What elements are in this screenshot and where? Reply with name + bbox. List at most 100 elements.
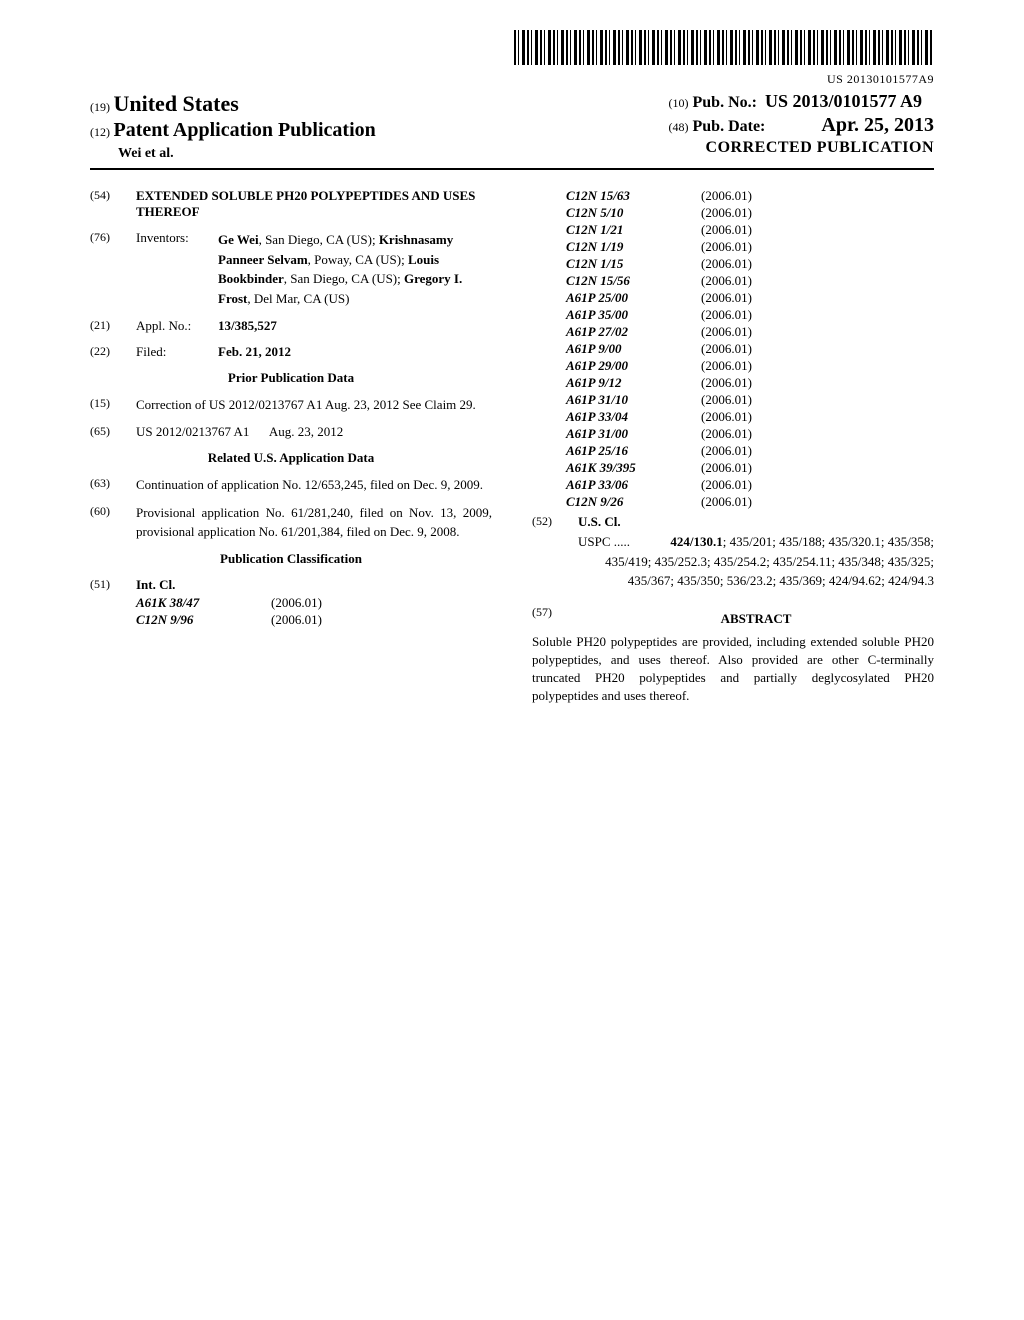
ipc-code: C12N 15/63 [566, 188, 661, 204]
inid-48: (48) [669, 120, 689, 134]
prior-pub-num: US 2012/0213767 A1 [136, 424, 249, 439]
ipc-row: C12N 1/15 (2006.01) [566, 256, 934, 272]
ipc-code: C12N 5/10 [566, 205, 661, 221]
ipc-row: C12N 1/19(2006.01) [566, 239, 934, 255]
ipc-code: A61P 25/16 [566, 443, 661, 459]
related-app-header: Related U.S. Application Data [90, 450, 492, 466]
ipc-year: (2006.01) [271, 612, 322, 628]
inid-21: (21) [90, 318, 122, 334]
ipc-year: (2006.01) [701, 188, 752, 204]
uspc-values: USPC 424/130.1; 435/201; 435/188; 435/32… [578, 532, 934, 591]
inid-12: (12) [90, 125, 110, 139]
ipc-code: A61P 35/00 [566, 307, 661, 323]
ipc-left-list: A61K 38/47 (2006.01)C12N 9/96(2006.01) [136, 595, 492, 628]
ipc-row: A61P 27/02 (2006.01) [566, 324, 934, 340]
ipc-code: C12N 1/19 [566, 239, 661, 255]
uspc-label: USPC [578, 532, 630, 552]
inid-63: (63) [90, 476, 122, 494]
filed-value: Feb. 21, 2012 [218, 344, 291, 360]
ipc-year: (2006.01) [701, 409, 752, 425]
right-column: C12N 15/63(2006.01)C12N 5/10(2006.01)C12… [532, 188, 934, 705]
abstract-header: ABSTRACT [578, 611, 934, 627]
ipc-row: C12N 5/10 (2006.01) [566, 205, 934, 221]
ipc-row: A61P 31/00 (2006.01) [566, 426, 934, 442]
pub-no-value: US 2013/0101577 A9 [765, 91, 922, 111]
ipc-code: C12N 1/21 [566, 222, 661, 238]
ipc-code: A61P 29/00 [566, 358, 661, 374]
filed-label: Filed: [136, 344, 204, 360]
barcode-section: US 20130101577A9 [90, 30, 934, 87]
ipc-year: (2006.01) [701, 375, 752, 391]
ipc-row: C12N 9/26 (2006.01) [566, 494, 934, 510]
ipc-code: A61P 27/02 [566, 324, 661, 340]
ipc-row: A61K 39/395(2006.01) [566, 460, 934, 476]
content-columns: (54) EXTENDED SOLUBLE PH20 POLYPEPTIDES … [90, 188, 934, 705]
inid-22: (22) [90, 344, 122, 360]
us-cl-label: U.S. Cl. [578, 514, 621, 530]
pub-date-value: Apr. 25, 2013 [821, 114, 934, 136]
ipc-year: (2006.01) [701, 205, 752, 221]
barcode-number: US 20130101577A9 [90, 72, 934, 87]
patent-header: (19) United States (12) Patent Applicati… [90, 91, 934, 170]
ipc-row: A61P 25/16 (2006.01) [566, 443, 934, 459]
ipc-row: A61P 33/04 (2006.01) [566, 409, 934, 425]
ipc-row: C12N 15/56(2006.01) [566, 273, 934, 289]
inid-65: (65) [90, 424, 122, 440]
ipc-code: A61P 9/00 [566, 341, 661, 357]
continuation-text: Continuation of application No. 12/653,2… [136, 476, 483, 494]
ipc-row: C12N 15/63 (2006.01) [566, 188, 934, 204]
inventor-name: Ge Wei [218, 232, 259, 247]
appl-no-label: Appl. No.: [136, 318, 204, 334]
ipc-code: A61K 39/395 [566, 460, 661, 476]
ipc-year: (2006.01) [701, 341, 752, 357]
ipc-row: A61P 29/00 (2006.01) [566, 358, 934, 374]
pub-no-label: Pub. No.: [693, 94, 757, 111]
inventor-location: , Del Mar, CA (US) [247, 291, 349, 306]
ipc-code: A61P 31/00 [566, 426, 661, 442]
ipc-year: (2006.01) [701, 324, 752, 340]
ipc-code: C12N 1/15 [566, 256, 661, 272]
ipc-row: A61P 9/12 (2006.01) [566, 375, 934, 391]
ipc-year: (2006.01) [701, 392, 752, 408]
ipc-row: C12N 1/21(2006.01) [566, 222, 934, 238]
ipc-year: (2006.01) [701, 307, 752, 323]
prior-pub-date: Aug. 23, 2012 [269, 424, 343, 439]
invention-title: EXTENDED SOLUBLE PH20 POLYPEPTIDES AND U… [136, 188, 492, 220]
ipc-code: A61P 33/06 [566, 477, 661, 493]
ipc-code: A61K 38/47 [136, 595, 231, 611]
pub-date-label: Pub. Date: [693, 118, 766, 135]
inid-15: (15) [90, 396, 122, 414]
corrected-publication: CORRECTED PUBLICATION [669, 139, 935, 157]
ipc-code: A61P 9/12 [566, 375, 661, 391]
author-line: Wei et al. [90, 146, 376, 162]
ipc-row: A61P 35/00 (2006.01) [566, 307, 934, 323]
ipc-row: A61P 33/06(2006.01) [566, 477, 934, 493]
appl-no-value: 13/385,527 [218, 318, 277, 334]
ipc-year: (2006.01) [701, 494, 752, 510]
correction-text: Correction of US 2012/0213767 A1 Aug. 23… [136, 396, 476, 414]
inid-19: (19) [90, 100, 110, 114]
ipc-year: (2006.01) [701, 358, 752, 374]
uspc-primary: 424/130.1 [670, 534, 722, 549]
inventor-list: Ge Wei, San Diego, CA (US); Krishnasamy … [218, 230, 492, 308]
ipc-code: A61P 25/00 [566, 290, 661, 306]
ipc-year: (2006.01) [701, 256, 752, 272]
int-cl-label: Int. Cl. [136, 577, 175, 593]
inid-60: (60) [90, 504, 122, 540]
ipc-year: (2006.01) [701, 443, 752, 459]
pub-class-header: Publication Classification [90, 551, 492, 567]
barcode-image [514, 30, 934, 65]
inventor-location: , San Diego, CA (US); [284, 271, 404, 286]
inid-10: (10) [669, 96, 689, 110]
ipc-code: A61P 33/04 [566, 409, 661, 425]
inid-57: (57) [532, 605, 564, 633]
ipc-year: (2006.01) [701, 426, 752, 442]
left-column: (54) EXTENDED SOLUBLE PH20 POLYPEPTIDES … [90, 188, 492, 705]
ipc-code: C12N 9/26 [566, 494, 661, 510]
ipc-year: (2006.01) [701, 290, 752, 306]
inid-51: (51) [90, 577, 122, 593]
ipc-row: C12N 9/96(2006.01) [136, 612, 492, 628]
ipc-row: A61P 25/00 (2006.01) [566, 290, 934, 306]
country-title: United States [114, 91, 239, 116]
publication-type: Patent Application Publication [114, 119, 376, 141]
